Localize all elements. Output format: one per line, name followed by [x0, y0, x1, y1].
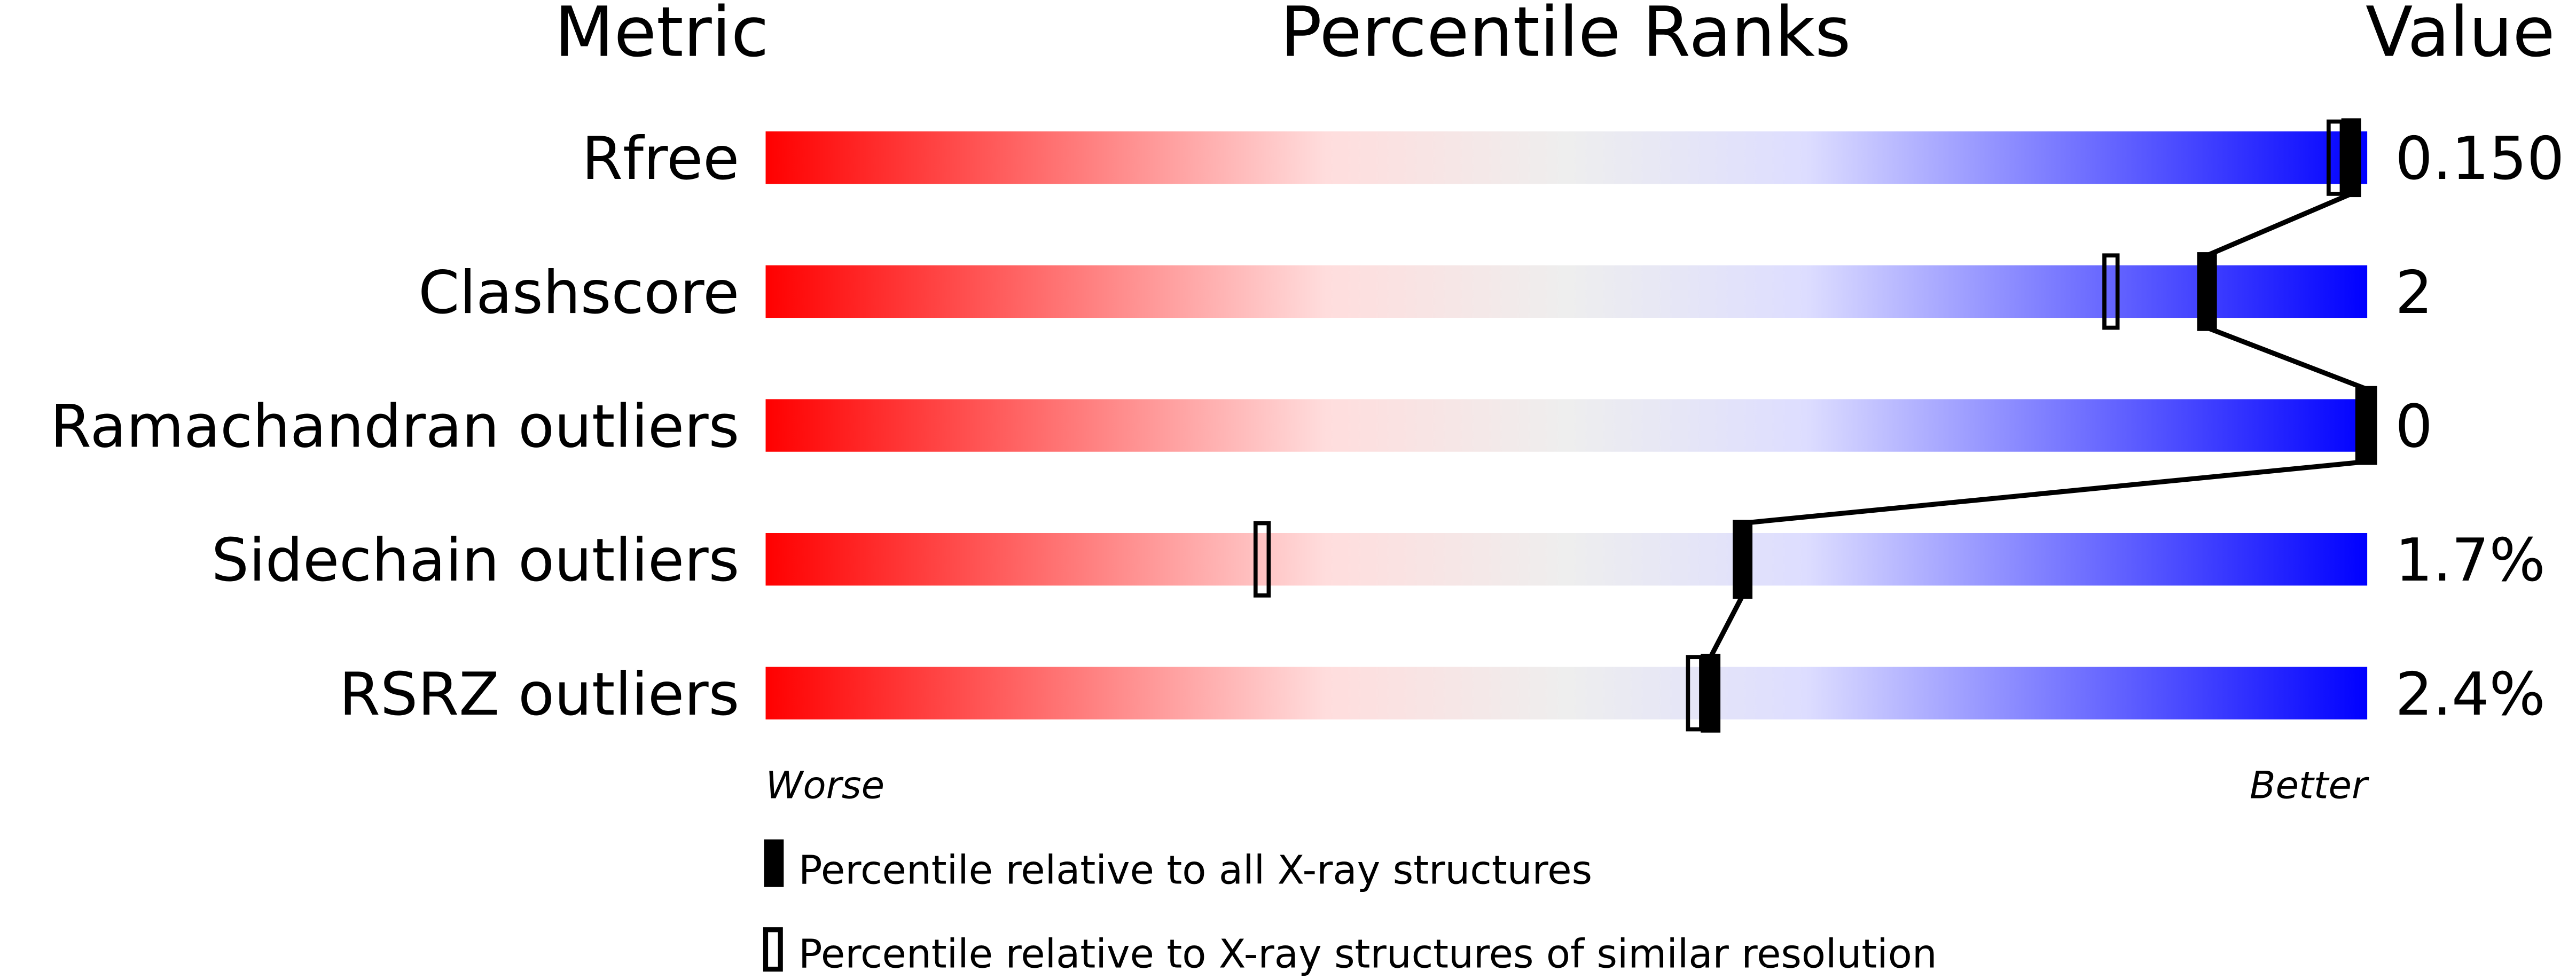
percentile-bar: [765, 265, 2368, 318]
percentile-bar: [765, 667, 2368, 720]
all-structures-marker: [1701, 654, 1721, 733]
header-percentile-ranks: Percentile Ranks: [1280, 0, 1851, 73]
all-structures-marker: [2357, 386, 2377, 465]
better-label: Better: [2250, 763, 2369, 808]
all-structures-marker: [2197, 252, 2217, 331]
connector-line: [2206, 191, 2352, 258]
similar-resolution-marker: [2102, 253, 2120, 330]
metric-value: 1.7%: [2395, 526, 2545, 595]
header-value: Value: [2366, 0, 2555, 73]
metric-value: 0.150: [2395, 124, 2564, 193]
metric-value: 2: [2395, 259, 2432, 327]
metric-label: Sidechain outliers: [212, 526, 740, 595]
percentile-bar: [765, 533, 2368, 586]
all-structures-marker: [1733, 520, 1753, 599]
worse-label: Worse: [765, 763, 884, 808]
metric-label: Rfree: [582, 124, 739, 193]
header-metric: Metric: [554, 0, 769, 73]
metric-label: Ramachandran outliers: [50, 393, 739, 461]
connector-line: [2206, 325, 2368, 392]
legend-similar-label: Percentile relative to X-ray structures …: [798, 931, 1937, 977]
similar-resolution-marker: [1253, 521, 1271, 598]
percentile-bar: [765, 131, 2368, 184]
metric-label: RSRZ outliers: [339, 660, 739, 729]
metric-label: Clashscore: [418, 259, 739, 327]
percentile-bar: [765, 399, 2368, 452]
all-structures-marker: [2341, 118, 2361, 198]
metric-value: 2.4%: [2395, 660, 2545, 729]
metric-value: 0: [2395, 393, 2432, 461]
legend-all-label: Percentile relative to all X-ray structu…: [798, 848, 1592, 894]
legend-open-marker: [763, 927, 783, 972]
connector-line: [1708, 594, 1745, 659]
connector-line: [1742, 459, 2368, 526]
legend-filled-marker: [764, 839, 784, 887]
